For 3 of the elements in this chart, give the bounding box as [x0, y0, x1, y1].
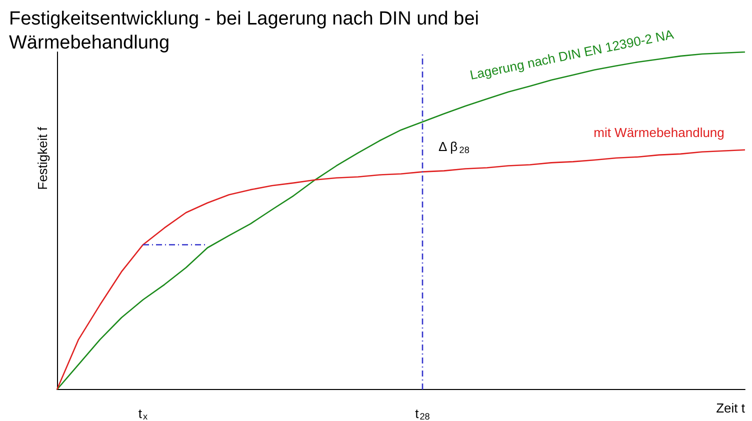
- y-axis-title: Festigkeit f: [35, 126, 50, 190]
- x-axis-title: Zeit t: [716, 400, 746, 416]
- series-label: mit Wärmebehandlung: [594, 124, 724, 140]
